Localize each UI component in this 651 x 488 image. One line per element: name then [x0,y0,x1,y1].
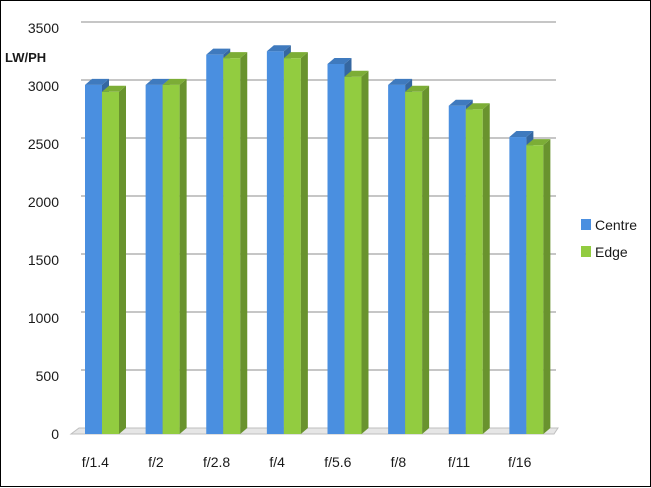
y-tick-label: 500 [36,368,60,384]
legend: Centre Edge [581,217,637,260]
y-tick-label: 1000 [28,310,59,326]
x-tick-label: f/2 [148,454,164,470]
bar-edge-f/1.4 [102,91,119,435]
bar-edge-f/4 [283,58,301,434]
bar-side-edge-f/2 [179,78,187,434]
bar-edge-f/11 [465,109,483,434]
y-tick-label: 3500 [28,20,59,36]
bar-side-edge-f/11 [482,103,490,434]
bar-centre-f/2 [145,84,163,434]
bar-top-centre-f/5.6 [327,57,352,64]
legend-label-edge: Edge [595,244,628,260]
bar-top-edge-f/16 [526,139,551,146]
x-tick-label: f/8 [391,454,407,470]
bar-side-edge-f/8 [422,85,430,435]
bar-edge-f/16 [526,145,544,434]
y-axis-ticks: 0 500 1000 1500 2000 2500 3000 3500 [28,20,59,442]
bar-edge-f/2.8 [223,58,241,434]
bar-top-edge-f/11 [465,103,490,110]
bar-top-centre-f/11 [448,99,473,106]
bar-edge-f/2 [162,84,180,434]
bar-side-edge-f/5.6 [361,70,369,434]
bar-side-edge-f/2.8 [240,52,248,434]
bar-top-edge-f/8 [405,85,430,92]
bar-top-edge-f/4 [283,52,308,59]
y-tick-label: 2500 [28,136,59,152]
bar-top-edge-f/2.8 [223,52,248,59]
legend-label-centre: Centre [595,217,637,233]
bar-centre-f/11 [448,105,466,434]
legend-swatch-edge [581,246,591,257]
bar-centre-f/4 [266,51,284,434]
bar-top-centre-f/2 [145,78,170,85]
bar-centre-f/5.6 [327,63,345,435]
bar-centre-f/8 [388,84,406,434]
x-tick-label: f/5.6 [324,454,351,470]
y-tick-label: 3000 [28,78,59,94]
bar-top-edge-f/2 [162,78,187,85]
bar-top-centre-f/16 [509,131,534,138]
bar-top-edge-f/1.4 [102,85,126,92]
bar-top-centre-f/1.4 [85,78,109,85]
x-tick-label: f/2.8 [203,454,230,470]
y-tick-label: 2000 [28,194,59,210]
y-tick-label: 1500 [28,252,59,268]
bar-side-edge-f/16 [543,139,551,434]
bar-centre-f/2.8 [206,54,224,435]
x-tick-label: f/11 [448,454,471,470]
bar-top-centre-f/4 [266,45,291,52]
bar-centre-f/1.4 [85,84,102,434]
bar-side-edge-f/4 [300,52,308,434]
bar-top-centre-f/8 [388,78,413,85]
bar-edge-f/8 [405,91,423,435]
x-tick-label: f/1.4 [82,454,109,470]
bar-side-edge-f/1.4 [119,85,126,435]
y-axis-label: LW/PH [5,50,46,65]
bar-edge-f/5.6 [344,76,362,434]
bar-centre-f/16 [509,137,527,435]
x-tick-label: f/4 [269,454,285,470]
x-tick-label: f/16 [508,454,532,470]
bar-top-edge-f/5.6 [344,70,369,77]
bars [85,45,551,435]
y-tick-label: 0 [51,426,59,442]
bar-top-centre-f/2.8 [206,48,231,55]
x-axis-ticks: f/1.4 f/2 f/2.8 f/4 f/5.6 f/8 f/11 f/16 [82,454,532,470]
legend-swatch-centre [581,219,591,230]
